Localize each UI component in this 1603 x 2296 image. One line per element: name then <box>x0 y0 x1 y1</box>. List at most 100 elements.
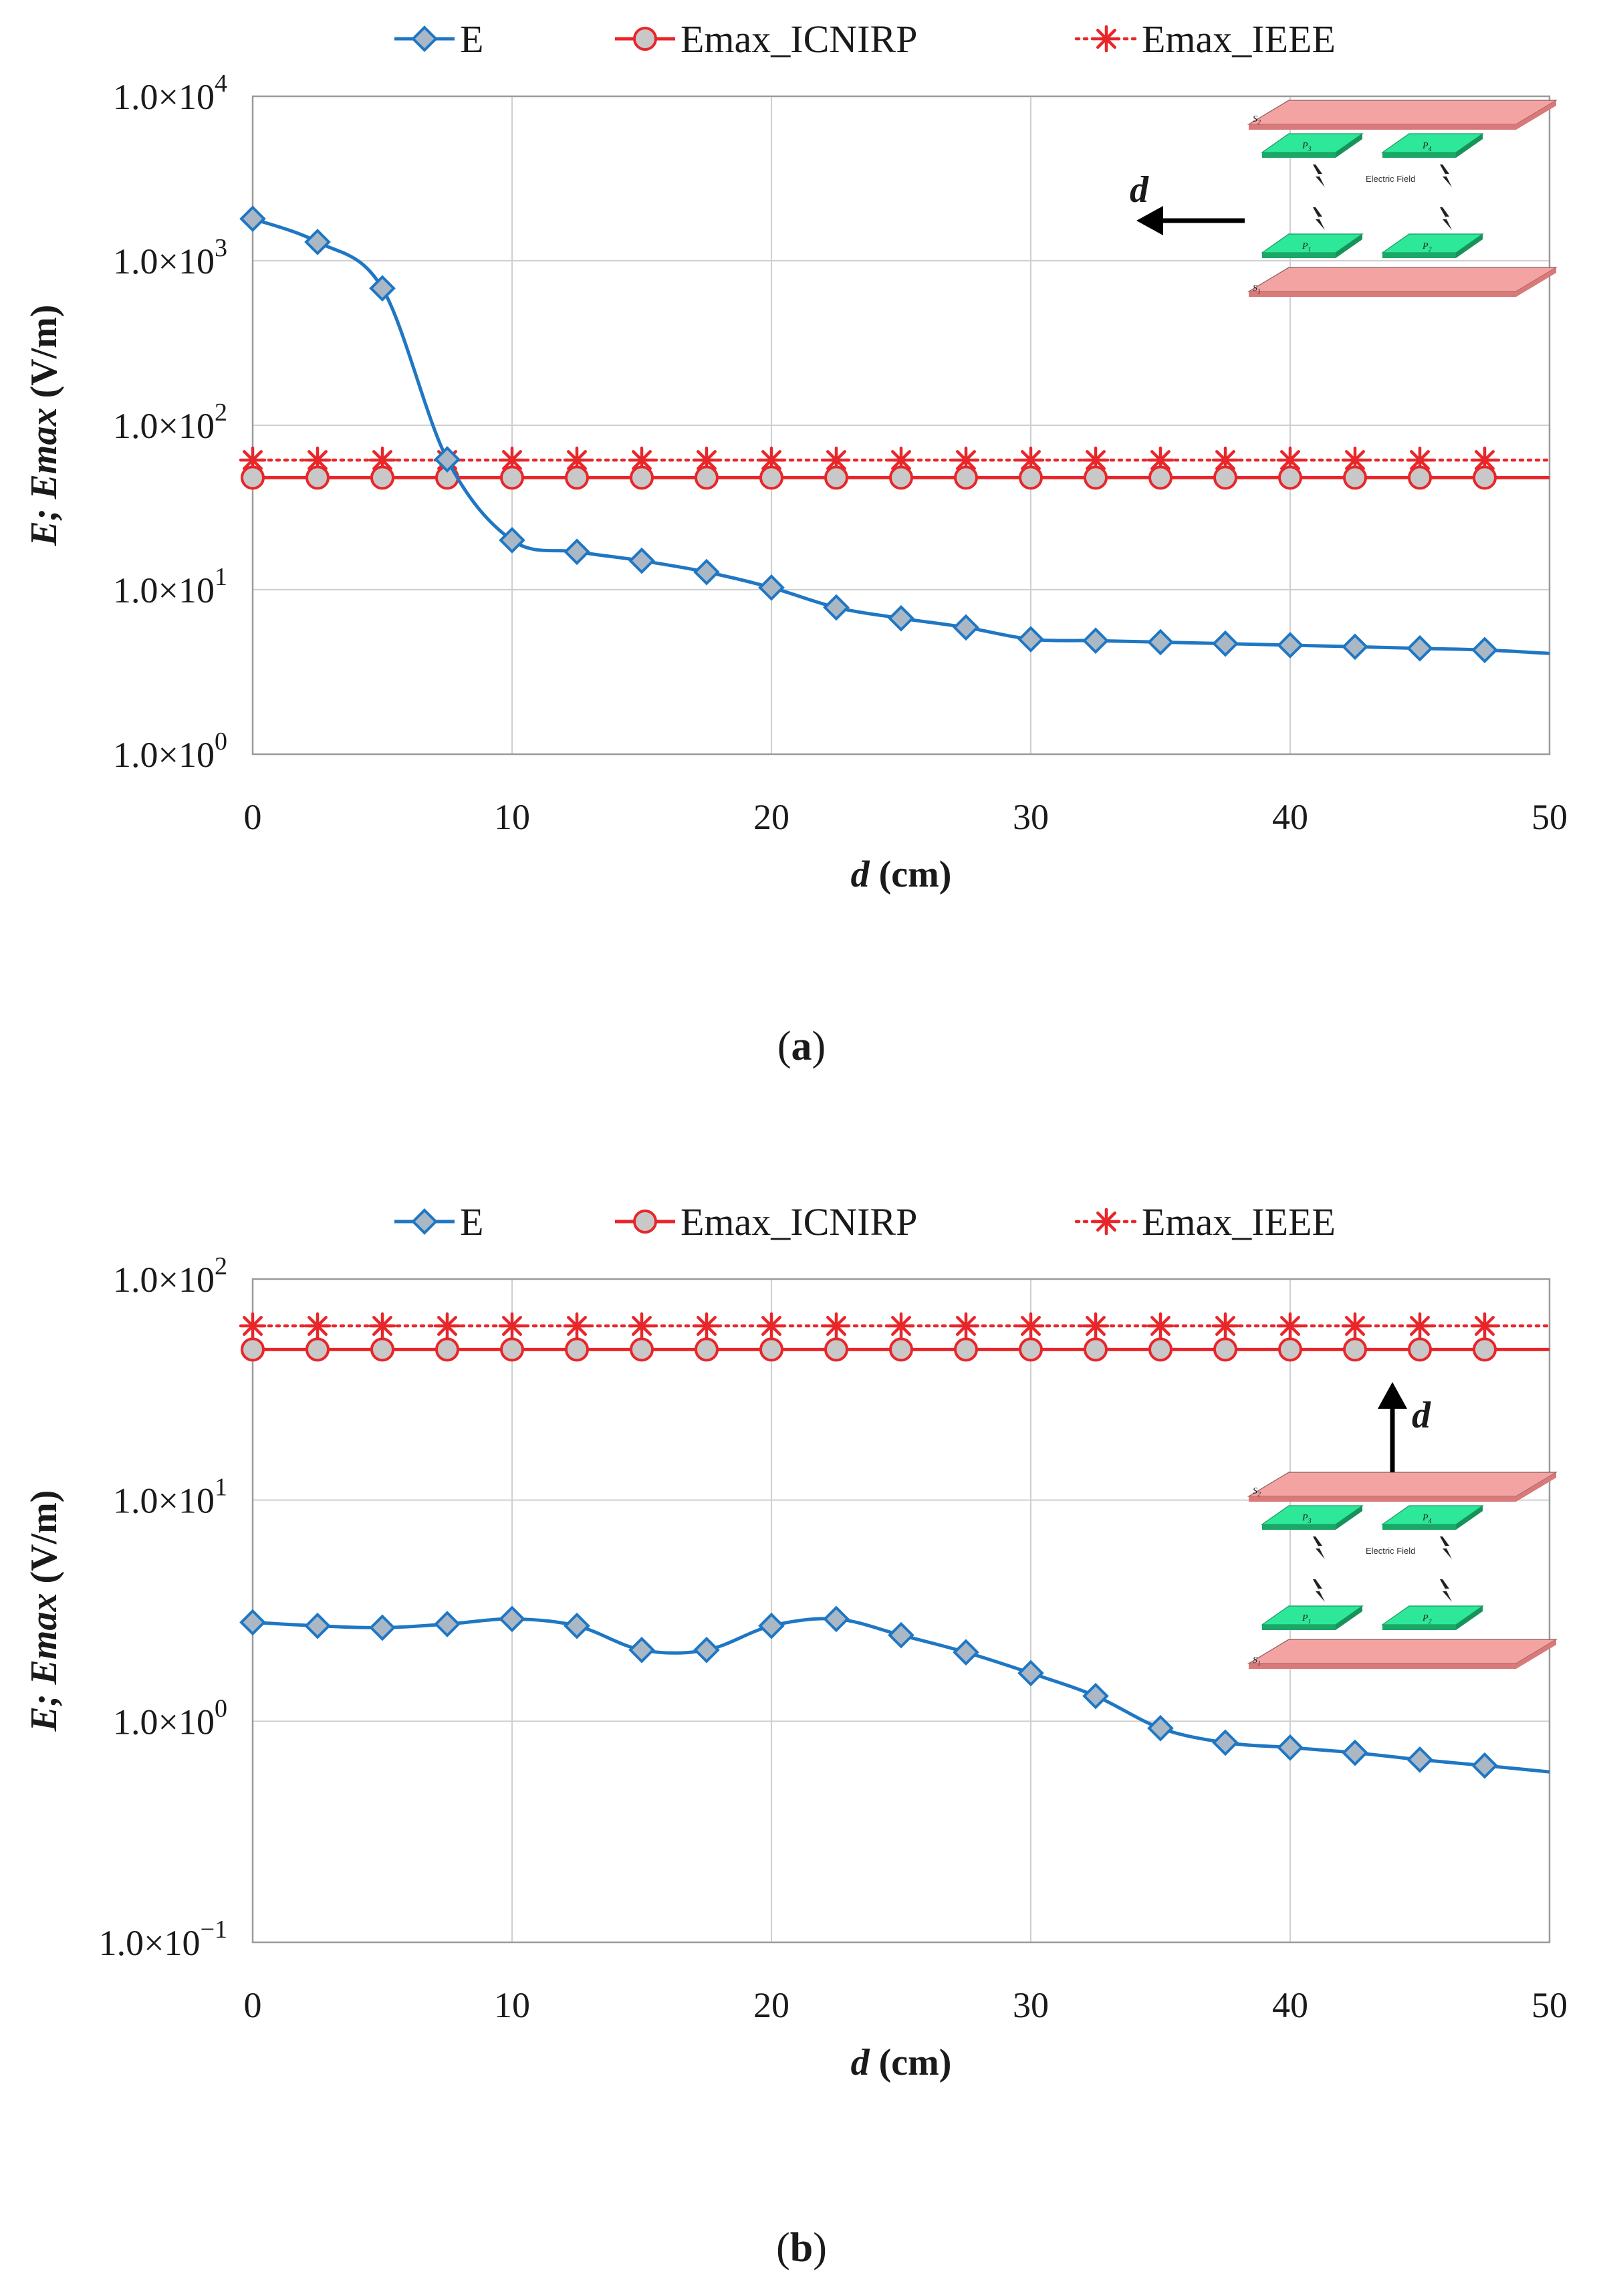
legend: E Emax_ICNIRP Emax_IEEE <box>394 1200 1336 1244</box>
e-marker <box>628 1636 655 1663</box>
ieee-marker-stroke <box>826 1316 846 1337</box>
e-marker <box>888 1621 914 1649</box>
legend-label: E <box>460 17 483 61</box>
ieee-marker-stroke <box>1280 450 1300 471</box>
ieee-marker <box>498 1312 526 1340</box>
y-tick-label: 1.0×103 <box>113 234 227 281</box>
inset-pad-p1 <box>1261 1605 1364 1630</box>
icnirp-marker <box>954 1337 978 1362</box>
inset-pad-p2-edge <box>1382 1625 1456 1630</box>
inset-arrow-head <box>1378 1382 1407 1409</box>
e-marker <box>1471 1752 1498 1779</box>
ieee-marker <box>757 1312 785 1340</box>
e-marker <box>1342 633 1368 661</box>
e-marker <box>823 1605 850 1633</box>
legend-marker <box>411 25 438 52</box>
inset-slab-s2-edge <box>1249 1496 1516 1502</box>
e-marker <box>693 1636 720 1663</box>
ieee-marker-stroke <box>1345 1316 1365 1337</box>
ieee-marker-stroke <box>243 1316 263 1337</box>
inset-slab-s1-edge <box>1249 1663 1516 1669</box>
e-marker <box>1212 1729 1239 1756</box>
ieee-marker-stroke <box>1021 1316 1041 1337</box>
ieee-marker-stroke <box>1280 1316 1300 1337</box>
inset-pad-p3 <box>1261 1505 1364 1530</box>
e-marker <box>564 1612 590 1639</box>
e-marker <box>1212 630 1239 657</box>
y-tick-label: 1.0×10−1 <box>99 1916 227 1963</box>
ieee-marker-stroke <box>1215 450 1235 471</box>
e-marker <box>888 604 914 632</box>
icnirp-marker <box>695 465 719 490</box>
inset-label-s2-sub: 2 <box>1257 119 1261 126</box>
inset-pad-p2-edge <box>1382 253 1456 258</box>
inset-label-p4-sub: 4 <box>1429 1518 1432 1525</box>
inset-pad-p2-top <box>1381 1605 1484 1625</box>
icnirp-marker <box>1148 465 1173 490</box>
icnirp-marker <box>824 1337 848 1362</box>
inset-slab-s2-top <box>1247 100 1558 125</box>
ieee-marker-stroke <box>1096 1212 1116 1232</box>
inset-bolt-1 <box>1313 1536 1325 1559</box>
y-tick-exponent: 1 <box>215 1474 227 1502</box>
icnirp-marker <box>889 1337 913 1362</box>
inset-label-p2-sub: 2 <box>1429 1618 1432 1625</box>
ieee-marker-stroke <box>567 1316 587 1337</box>
e-marker <box>1147 628 1174 656</box>
ieee-marker-stroke <box>761 450 781 471</box>
x-tick-label: 20 <box>753 797 789 837</box>
e-marker <box>953 1639 979 1666</box>
x-tick-label: 40 <box>1272 797 1308 837</box>
caption-close: ) <box>813 2225 827 2271</box>
ieee-marker <box>1082 446 1110 474</box>
x-tick-label: 30 <box>1013 797 1049 837</box>
y-tick-label: 1.0×102 <box>113 398 227 446</box>
ieee-marker-stroke <box>502 1316 522 1337</box>
ieee-marker <box>887 446 915 474</box>
ieee-marker-stroke <box>632 1316 652 1337</box>
icnirp-marker <box>305 1337 330 1362</box>
inset-pad-p3-edge <box>1262 152 1336 158</box>
ieee-marker <box>1471 1312 1499 1340</box>
e-marker <box>369 1614 396 1641</box>
x-tick-label: 0 <box>244 797 262 837</box>
inset-label-p1-sub: 1 <box>1308 246 1312 253</box>
legend-label: Emax_ICNIRP <box>681 17 917 61</box>
x-axis-title: d (cm) <box>851 854 952 895</box>
icnirp-marker <box>1213 1337 1237 1362</box>
icnirp-marker <box>1343 465 1367 490</box>
inset-slab-s1-side <box>1516 267 1556 297</box>
ieee-marker <box>822 1312 850 1340</box>
ieee-marker <box>887 1312 915 1340</box>
panel-caption: (a) <box>777 1024 826 1069</box>
legend-marker <box>1092 25 1120 53</box>
legend-item: Emax_ICNIRP <box>615 17 917 61</box>
x-axis-title-var: d <box>851 854 870 895</box>
y-axis-title: E; Emax (V/m) <box>23 305 65 547</box>
ieee-marker <box>303 1312 332 1340</box>
e-marker <box>1082 1682 1109 1710</box>
y-tick-exponent: 0 <box>215 727 227 756</box>
ieee-marker <box>1341 1312 1369 1340</box>
ieee-marker-stroke <box>1150 1316 1170 1337</box>
y-axis-title: E; Emax (V/m) <box>23 1490 65 1732</box>
inset-label-s2-sub: 2 <box>1257 1491 1261 1498</box>
inset-label-p3-sub: 3 <box>1308 1518 1312 1525</box>
icnirp-marker <box>1343 1337 1367 1362</box>
icnirp-marker <box>630 1337 654 1362</box>
ieee-marker-stroke <box>826 450 846 471</box>
ieee-marker-stroke <box>1086 450 1106 471</box>
inset-pad-p3 <box>1261 133 1364 158</box>
legend-marker <box>633 1210 657 1234</box>
legend-label: Emax_IEEE <box>1142 1200 1336 1244</box>
inset-pad-p3-side <box>1336 134 1362 158</box>
inset-pad-p1-side <box>1336 1606 1362 1630</box>
y-axis-title-part: (V/m) <box>23 305 65 408</box>
y-axis-title-part: Emax <box>23 408 65 500</box>
ieee-marker <box>1017 1312 1045 1340</box>
y-axis-title-part: (V/m) <box>23 1490 65 1593</box>
inset-pad-p4 <box>1381 1505 1484 1530</box>
e-marker <box>1277 1734 1304 1761</box>
